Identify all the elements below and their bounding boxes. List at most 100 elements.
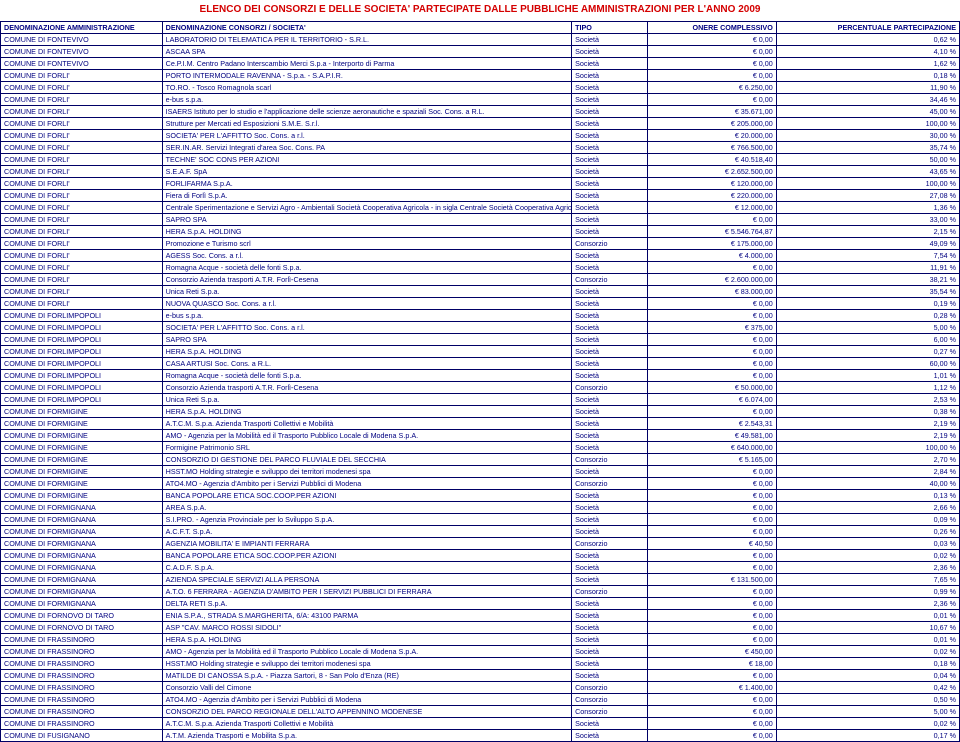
table-row: COMUNE DI FORLIMPOPOLIRomagna Acque - so… [1,370,960,382]
cell-onere: € 0,00 [647,694,776,706]
cell-admin: COMUNE DI FONTEVIVO [1,58,163,70]
cell-onere: € 0,00 [647,706,776,718]
cell-perc: 2,70 % [776,454,959,466]
cell-tipo: Società [572,262,647,274]
table-row: COMUNE DI FORLI'TO.RO. - Tosco Romagnola… [1,82,960,94]
cell-denom: BANCA POPOLARE ETICA SOC.COOP.PER AZIONI [162,550,571,562]
cell-perc: 1,12 % [776,382,959,394]
cell-onere: € 0,00 [647,214,776,226]
cell-denom: Formigine Patrimonio SRL [162,442,571,454]
cell-onere: € 766.500,00 [647,142,776,154]
col-header-onere: ONERE COMPLESSIVO [647,22,776,34]
table-row: COMUNE DI FORLIMPOPOLIConsorzio Azienda … [1,382,960,394]
col-header-admin: DENOMINAZIONE AMMINISTRAZIONE [1,22,163,34]
cell-perc: 2,84 % [776,466,959,478]
cell-perc: 45,00 % [776,106,959,118]
cell-admin: COMUNE DI FORMIGNANA [1,538,163,550]
table-row: COMUNE DI FORLI'e-bus s.p.a.Società€ 0,0… [1,94,960,106]
cell-denom: NUOVA QUASCO Soc. Cons. a r.l. [162,298,571,310]
cell-admin: COMUNE DI FORMIGNANA [1,514,163,526]
table-row: COMUNE DI FORLIMPOPOLIe-bus s.p.a.Societ… [1,310,960,322]
cell-admin: COMUNE DI FONTEVIVO [1,46,163,58]
cell-onere: € 0,00 [647,298,776,310]
cell-onere: € 0,00 [647,346,776,358]
cell-perc: 0,38 % [776,406,959,418]
cell-tipo: Società [572,346,647,358]
table-row: COMUNE DI FORLI'S.E.A.F. SpASocietà€ 2.6… [1,166,960,178]
cell-admin: COMUNE DI FRASSINORO [1,658,163,670]
cell-admin: COMUNE DI FORLIMPOPOLI [1,310,163,322]
cell-denom: HERA S.p.A. HOLDING [162,226,571,238]
cell-tipo: Società [572,394,647,406]
cell-denom: Fiera di Forlì S.p.A. [162,190,571,202]
table-row: COMUNE DI FRASSINOROCONSORZIO DEL PARCO … [1,706,960,718]
cell-onere: € 6.250,00 [647,82,776,94]
table-row: COMUNE DI FORLIMPOPOLIHERA S.p.A. HOLDIN… [1,346,960,358]
cell-perc: 6,00 % [776,334,959,346]
cell-perc: 0,04 % [776,670,959,682]
cell-tipo: Società [572,142,647,154]
cell-onere: € 0,00 [647,730,776,742]
cell-tipo: Società [572,298,647,310]
cell-tipo: Società [572,118,647,130]
cell-tipo: Società [572,94,647,106]
cell-admin: COMUNE DI FORMIGINE [1,490,163,502]
cell-denom: S.E.A.F. SpA [162,166,571,178]
cell-perc: 0,13 % [776,490,959,502]
cell-perc: 34,46 % [776,94,959,106]
table-row: COMUNE DI FORMIGINEAMO - Agenzia per la … [1,430,960,442]
cell-onere: € 0,00 [647,58,776,70]
table-row: COMUNE DI FORLI'HERA S.p.A. HOLDINGSocie… [1,226,960,238]
cell-admin: COMUNE DI FORMIGINE [1,454,163,466]
cell-denom: Consorzio Azienda trasporti A.T.R. Forlì… [162,274,571,286]
table-row: COMUNE DI FORLI'SAPRO SPASocietà€ 0,0033… [1,214,960,226]
cell-denom: Unica Reti S.p.a. [162,286,571,298]
cell-admin: COMUNE DI FORMIGINE [1,442,163,454]
cell-onere: € 40.518,40 [647,154,776,166]
cell-denom: Unica Reti S.p.a. [162,394,571,406]
cell-tipo: Società [572,670,647,682]
cell-denom: AMO - Agenzia per la Mobilità ed il Tras… [162,646,571,658]
cell-admin: COMUNE DI FORLIMPOPOLI [1,322,163,334]
cell-denom: ISAERS Istituto per lo studio e l'applic… [162,106,571,118]
cell-onere: € 450,00 [647,646,776,658]
cell-denom: BANCA POPOLARE ETICA SOC.COOP.PER AZIONI [162,490,571,502]
cell-onere: € 20.000,00 [647,130,776,142]
cell-tipo: Consorzio [572,706,647,718]
cell-admin: COMUNE DI FORLIMPOPOLI [1,382,163,394]
cell-denom: SOCIETA' PER L'AFFITTO Soc. Cons. a r.l. [162,130,571,142]
table-row: COMUNE DI FORMIGINEATO4.MO - Agenzia d'A… [1,478,960,490]
cell-onere: € 175.000,00 [647,238,776,250]
cell-onere: € 0,00 [647,262,776,274]
cell-tipo: Società [572,178,647,190]
cell-perc: 100,00 % [776,442,959,454]
cell-tipo: Società [572,190,647,202]
cell-admin: COMUNE DI FORLIMPOPOLI [1,370,163,382]
table-row: COMUNE DI FORMIGNANADELTA RETI S.p.A.Soc… [1,598,960,610]
cell-admin: COMUNE DI FORLIMPOPOLI [1,394,163,406]
cell-onere: € 0,00 [647,718,776,730]
cell-tipo: Società [572,562,647,574]
cell-onere: € 640.000,00 [647,442,776,454]
cell-perc: 0,02 % [776,718,959,730]
cell-denom: MATILDE DI CANOSSA S.p.A. - Piazza Sarto… [162,670,571,682]
cell-perc: 0,99 % [776,586,959,598]
cell-onere: € 0,00 [647,70,776,82]
cell-tipo: Società [572,46,647,58]
cell-onere: € 50.000,00 [647,382,776,394]
cell-onere: € 0,00 [647,526,776,538]
cell-tipo: Consorzio [572,274,647,286]
cell-admin: COMUNE DI FORMIGNANA [1,526,163,538]
table-row: COMUNE DI FORMIGINEHERA S.p.A. HOLDINGSo… [1,406,960,418]
cell-perc: 40,00 % [776,478,959,490]
cell-admin: COMUNE DI FORLI' [1,106,163,118]
cell-admin: COMUNE DI FORLI' [1,298,163,310]
cell-perc: 7,54 % [776,250,959,262]
cell-perc: 0,50 % [776,694,959,706]
cell-denom: Romagna Acque - società delle fonti S.p.… [162,262,571,274]
cell-admin: COMUNE DI FORMIGINE [1,430,163,442]
cell-denom: AMO - Agenzia per la Mobilità ed il Tras… [162,430,571,442]
table-row: COMUNE DI FORMIGNANAS.I.PRO. - Agenzia P… [1,514,960,526]
cell-onere: € 0,00 [647,586,776,598]
cell-onere: € 375,00 [647,322,776,334]
